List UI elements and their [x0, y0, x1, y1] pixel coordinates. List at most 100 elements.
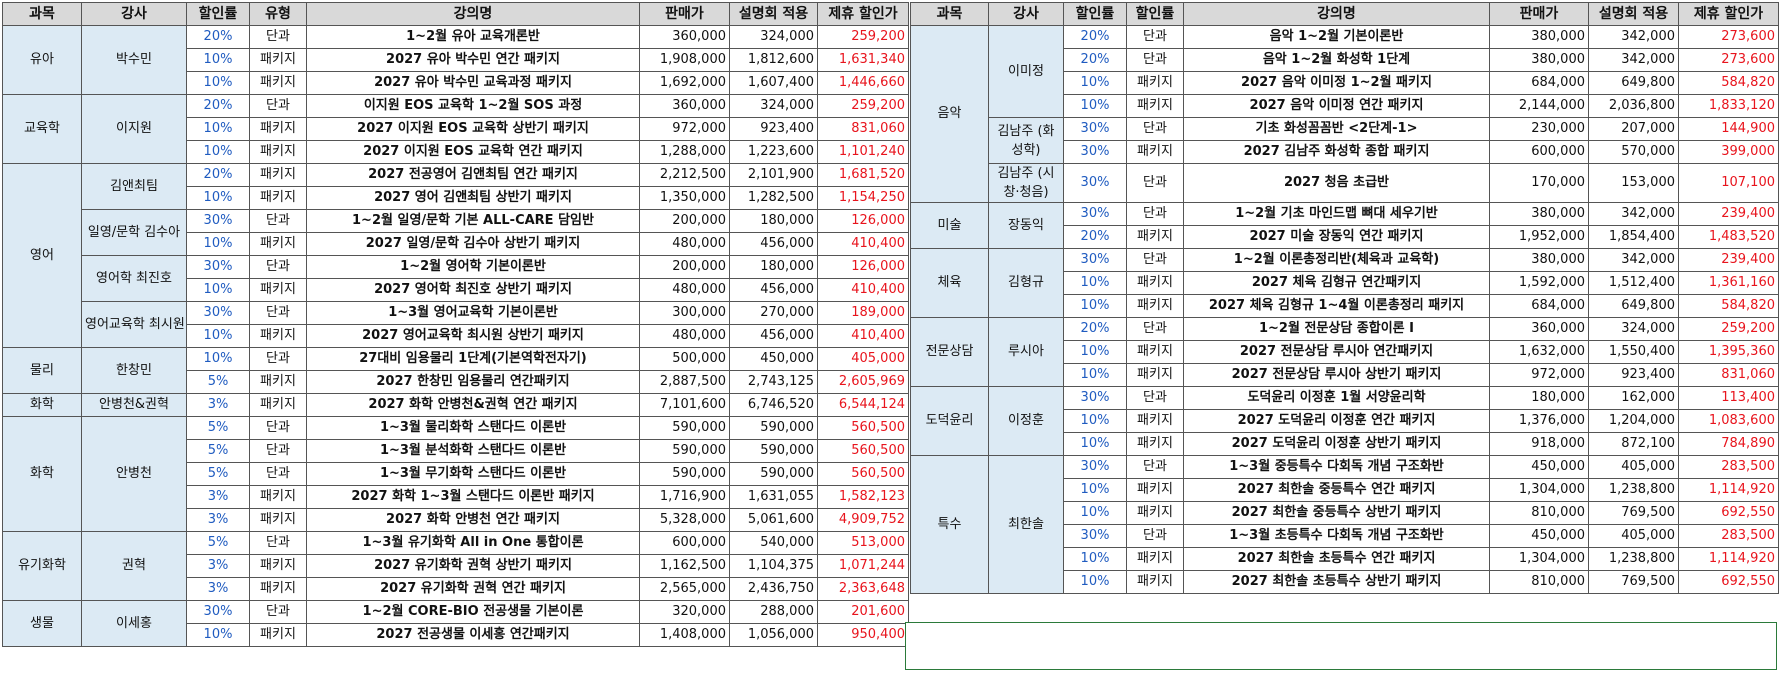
- session-price: 1,238,800: [1588, 478, 1679, 502]
- sale-price: 600,000: [1489, 140, 1589, 164]
- course-name: 2027 전공영어 김앤최팀 연간 패키지: [306, 163, 640, 187]
- course-type: 패키지: [249, 623, 307, 647]
- course-name: 1~3월 영어교육학 기본이론반: [306, 301, 640, 325]
- subject-cell: 화학: [2, 393, 82, 417]
- sale-price: 480,000: [639, 232, 730, 256]
- course-type: 패키지: [1126, 294, 1184, 318]
- table-row: 10% 패키지 2027 최한솔 중등특수 연간 패키지 1,304,000 1,238…: [911, 478, 1779, 502]
- course-name: 이지원 EOS 교육학 1~2월 SOS 과정: [306, 94, 640, 118]
- course-name: 1~2월 전문상담 종합이론 I: [1183, 317, 1490, 341]
- table-row: 30% 단과 1~3월 초등특수 다회독 개념 구조화반 450,000 405,000…: [911, 524, 1779, 548]
- course-type: 패키지: [1126, 140, 1184, 164]
- discount-rate: 20%: [186, 25, 250, 49]
- course-type: 단과: [1126, 386, 1184, 410]
- subject-cell: 교육학: [2, 94, 82, 164]
- course-type: 단과: [1126, 25, 1184, 49]
- table-row: 영어교육학 최시원 30% 단과 1~3월 영어교육학 기본이론반 300,000 270…: [3, 301, 909, 348]
- subject-cell: 유기화학: [2, 531, 82, 601]
- table-row: 10% 패키지 2027 최한솔 초등특수 연간 패키지 1,304,000 1,238…: [911, 547, 1779, 571]
- course-type: 단과: [249, 416, 307, 440]
- subject-cell: 영어: [2, 163, 82, 348]
- teacher-cell: 권혁: [81, 531, 187, 601]
- empty-note-box: [905, 622, 1777, 670]
- course-name: 1~3월 물리화학 스탠다드 이론반: [306, 416, 640, 440]
- course-type: 단과: [249, 209, 307, 233]
- sale-price: 590,000: [639, 439, 730, 463]
- header-price: 판매가: [1489, 2, 1589, 26]
- course-name: 2027 영어 김앤최팀 상반기 패키지: [306, 186, 640, 210]
- table-row: 10% 패키지 2027 음악 이미정 1~2월 패키지 684,000 649,800…: [911, 71, 1779, 95]
- teacher-cell: 루시아: [988, 317, 1064, 387]
- subject-cell: 체육: [910, 248, 989, 318]
- course-type: 패키지: [249, 577, 307, 601]
- teacher-cell: 박수민: [81, 25, 187, 95]
- discount-rate: 10%: [186, 278, 250, 302]
- discount-rate: 30%: [1063, 248, 1127, 272]
- partner-discount-price: 239,400: [1678, 248, 1779, 272]
- session-price: 769,500: [1588, 501, 1679, 525]
- header-discount: 할인률: [1063, 2, 1127, 26]
- course-name: 2027 최한솔 중등특수 상반기 패키지: [1183, 501, 1490, 525]
- course-type: 패키지: [249, 71, 307, 95]
- partner-discount-price: 2,363,648: [817, 577, 909, 601]
- table-row: 미술 장동익 30% 단과 1~2월 기초 마인드맵 뼈대 세우기반 380,000 342…: [910, 202, 1779, 249]
- partner-discount-price: 273,600: [1678, 25, 1779, 49]
- teacher-cell: 김남주 (시창·청음): [988, 163, 1064, 203]
- sale-price: 450,000: [1489, 455, 1589, 479]
- header-subject: 과목: [910, 2, 989, 26]
- session-price: 456,000: [729, 232, 818, 256]
- sale-price: 590,000: [639, 462, 730, 486]
- discount-rate: 10%: [1063, 570, 1127, 594]
- course-type: 패키지: [1126, 363, 1184, 387]
- course-name: 1~3월 분석화학 스탠다드 이론반: [306, 439, 640, 463]
- session-price: 1,854,400: [1588, 225, 1679, 249]
- course-type: 단과: [1126, 202, 1184, 226]
- course-type: 단과: [1126, 524, 1184, 548]
- course-name: 1~2월 CORE-BIO 전공생물 기본이론: [306, 600, 640, 624]
- course-name: 1~2월 이론총정리반(체육과 교육학): [1183, 248, 1490, 272]
- course-type: 패키지: [1126, 94, 1184, 118]
- table-row: 생물 이세홍 30% 단과 1~2월 CORE-BIO 전공생물 기본이론 320,000…: [2, 600, 909, 647]
- partner-discount-price: 239,400: [1678, 202, 1779, 226]
- course-type: 패키지: [1126, 547, 1184, 571]
- discount-rate: 30%: [1063, 386, 1127, 410]
- course-name: 2027 일영/문학 김수아 상반기 패키지: [306, 232, 640, 256]
- course-name: 2027 유기화학 권혁 상반기 패키지: [306, 554, 640, 578]
- session-price: 872,100: [1588, 432, 1679, 456]
- course-name: 2027 청음 초급반: [1183, 163, 1490, 203]
- partner-discount-price: 107,100: [1678, 163, 1779, 203]
- table-row: 교육학 이지원 20% 단과 이지원 EOS 교육학 1~2월 SOS 과정 360,00…: [2, 94, 909, 164]
- partner-discount-price: 950,400: [817, 623, 909, 647]
- subject-cell: 화학: [2, 416, 82, 532]
- course-name: 2027 도덕윤리 이정훈 연간 패키지: [1183, 409, 1490, 433]
- course-type: 패키지: [249, 554, 307, 578]
- discount-rate: 10%: [186, 186, 250, 210]
- sale-price: 590,000: [639, 416, 730, 440]
- table-row: 도덕윤리 이정훈 30% 단과 도덕윤리 이정훈 1월 서양윤리학 180,000 162,…: [910, 386, 1779, 456]
- partner-discount-price: 410,400: [817, 278, 909, 302]
- sale-price: 230,000: [1489, 117, 1589, 141]
- discount-rate: 10%: [186, 623, 250, 647]
- discount-rate: 30%: [186, 255, 250, 279]
- partner-discount-price: 1,681,520: [817, 163, 909, 187]
- course-name: 2027 영어교육학 최시원 상반기 패키지: [306, 324, 640, 348]
- course-type: 패키지: [249, 232, 307, 256]
- partner-discount-price: 126,000: [817, 209, 909, 233]
- sale-price: 180,000: [1489, 386, 1589, 410]
- header-type: 유형: [249, 2, 307, 26]
- discount-rate: 30%: [186, 600, 250, 624]
- sale-price: 480,000: [639, 324, 730, 348]
- sale-price: 360,000: [639, 94, 730, 118]
- table-row: 화학 안병천&권혁 3% 패키지 2027 화학 안병천&권혁 연간 패키지 7,101,…: [2, 393, 909, 417]
- course-name: 2027 화학 안병천 연간 패키지: [306, 508, 640, 532]
- partner-discount-price: 410,400: [817, 324, 909, 348]
- session-price: 207,000: [1588, 117, 1679, 141]
- course-name: 음악 1~2월 기본이론반: [1183, 25, 1490, 49]
- discount-rate: 20%: [1063, 48, 1127, 72]
- partner-discount-price: 560,500: [817, 462, 909, 486]
- course-type: 패키지: [1126, 71, 1184, 95]
- course-name: 2027 화학 안병천&권혁 연간 패키지: [306, 393, 640, 417]
- discount-rate: 10%: [186, 232, 250, 256]
- header-subject: 과목: [2, 2, 82, 26]
